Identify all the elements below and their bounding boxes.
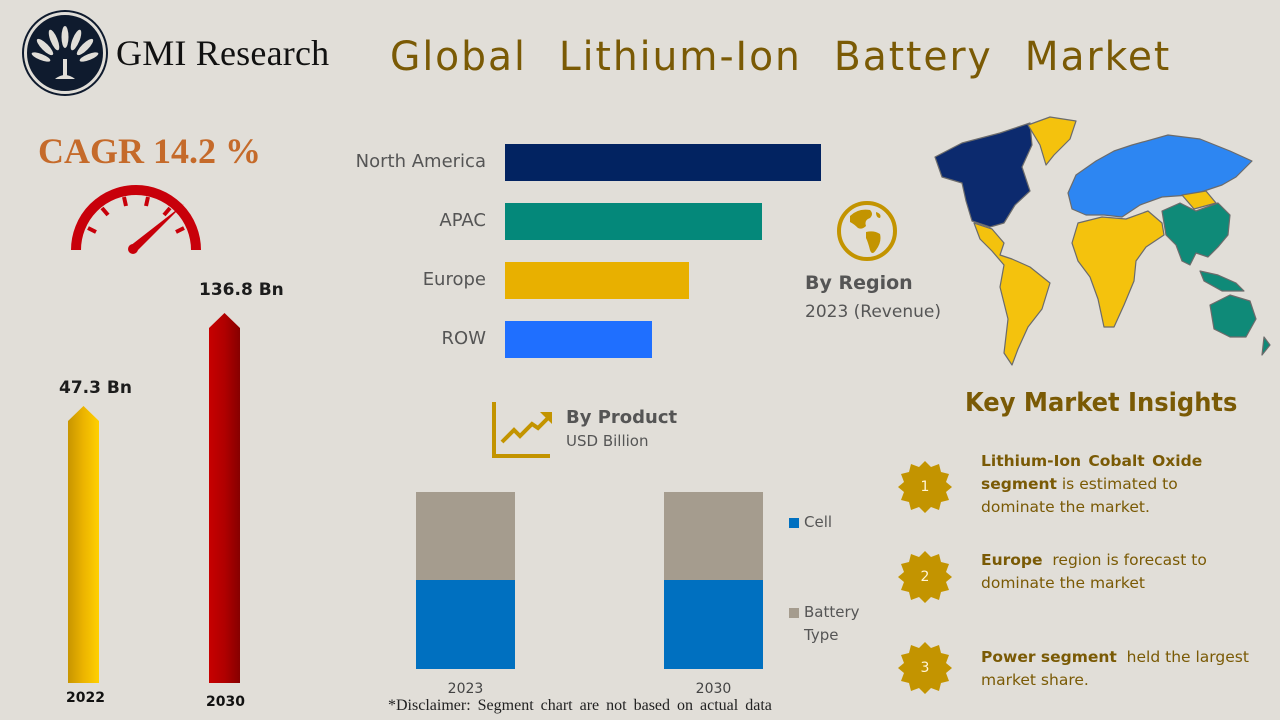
value-label-2022: 47.3 Bn [59, 378, 132, 398]
bar-2030-cell [664, 580, 763, 669]
cagr-label: CAGR 14.2 % [38, 131, 261, 171]
badge-2-icon [898, 551, 952, 603]
insight-2-bold: Europe [981, 551, 1043, 569]
speedometer-icon [71, 185, 201, 254]
region-label-europe: Europe [422, 269, 486, 290]
region-bar-europe [505, 262, 689, 299]
bar-2022 [68, 406, 99, 683]
insight-3: Power segment held the largest market sh… [981, 646, 1261, 692]
region-label-row: ROW [441, 328, 486, 349]
bar-2023-battery-type [416, 492, 515, 580]
region-bar-north-america [505, 144, 821, 181]
insight-1-bold-line2: segment [981, 475, 1057, 493]
disclaimer: *Disclaimer: Segment chart are not based… [388, 697, 772, 714]
year-label-2030: 2030 [206, 694, 245, 710]
legend-swatch-battery-type [789, 608, 799, 618]
legend-swatch-cell [789, 518, 799, 528]
world-map [934, 116, 1271, 366]
insight-3-text: held the largest [1116, 648, 1249, 666]
insight-2-text-line2: dominate the market [981, 574, 1145, 592]
badge-1-icon [898, 461, 952, 513]
bar-2023-cell [416, 580, 515, 669]
by-region-subheading: 2023 (Revenue) [805, 302, 941, 322]
bar-2030 [209, 313, 240, 683]
key-insights-title: Key Market Insights [965, 388, 1238, 418]
insight-1-text: is estimated to [1056, 475, 1178, 493]
legend-label-battery-type-line2: Type [804, 626, 839, 644]
by-region-heading: By Region [805, 272, 913, 294]
palm-leaf-icon [31, 26, 99, 79]
gmi-logo [24, 12, 106, 94]
col-label-2030: 2030 [695, 681, 732, 697]
by-product-heading: By Product [566, 407, 678, 428]
insight-2-text: region is forecast to [1042, 551, 1207, 569]
region-bar-apac [505, 203, 762, 240]
region-label-north-america: North America [355, 151, 486, 172]
region-label-apac: APAC [439, 210, 486, 231]
globe-icon [837, 201, 897, 261]
badge-2-number: 2 [920, 569, 930, 585]
insight-2: Europe region is forecast to dominate th… [981, 549, 1261, 595]
badge-1-number: 1 [920, 479, 930, 495]
insight-3-text-line2: market share. [981, 671, 1089, 689]
region-bar-row [505, 321, 652, 358]
legend-label-cell: Cell [804, 513, 833, 531]
by-product-subheading: USD Billion [566, 432, 649, 450]
insight-1-text-line2: dominate the market. [981, 498, 1150, 516]
value-label-2030: 136.8 Bn [199, 280, 284, 300]
year-label-2022: 2022 [66, 690, 105, 706]
badge-3-icon [898, 642, 952, 694]
brand-name: GMI Research [116, 33, 330, 73]
badge-3-number: 3 [920, 660, 930, 676]
bar-2030-battery-type [664, 492, 763, 580]
col-label-2023: 2023 [447, 681, 484, 697]
insight-1: Lithium-Ion Cobalt Oxide segment is esti… [981, 450, 1261, 519]
insight-1-bold-line1: Lithium-Ion Cobalt Oxide [981, 452, 1203, 470]
legend-label-battery-type-line1: Battery [804, 603, 860, 621]
page-title: Global Lithium-Ion Battery Market [390, 34, 1172, 80]
insight-3-bold: Power segment [981, 648, 1117, 666]
trend-chart-icon [492, 402, 552, 458]
